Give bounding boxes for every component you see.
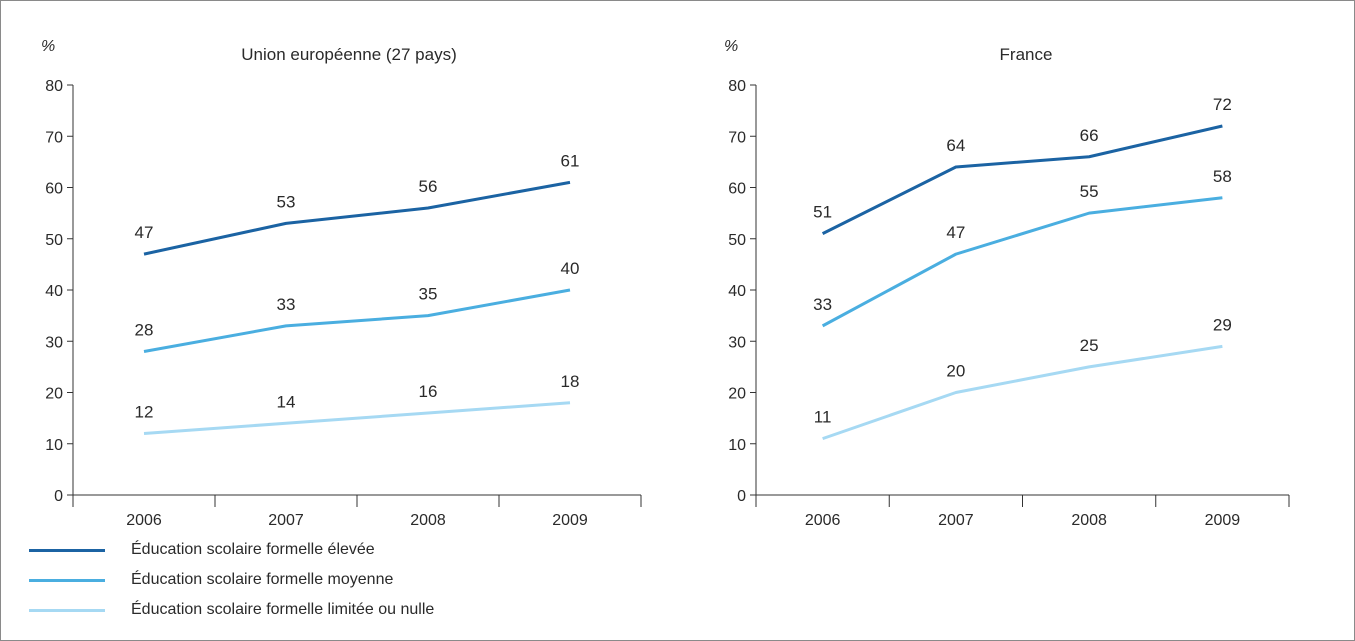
data-label: 20 — [946, 362, 965, 381]
y-tick-label: 70 — [45, 129, 63, 146]
series-line — [821, 196, 1223, 328]
x-tick-label: 2009 — [1205, 512, 1241, 529]
series-line — [143, 401, 571, 435]
y-tick-label: 20 — [728, 386, 746, 403]
series-line — [143, 180, 571, 256]
data-label: 29 — [1213, 315, 1232, 334]
data-label: 56 — [419, 177, 438, 196]
series-line — [821, 124, 1223, 235]
data-label: 14 — [277, 392, 296, 411]
y-tick-label: 30 — [45, 334, 63, 351]
series-line — [143, 288, 571, 353]
x-tick-label: 2007 — [268, 512, 304, 529]
y-tick-label: 30 — [728, 334, 746, 351]
y-unit-label: % — [724, 38, 738, 55]
legend-item-elevee: Éducation scolaire formelle élevée — [29, 539, 529, 561]
y-tick-label: 50 — [728, 232, 746, 249]
data-label: 35 — [419, 285, 438, 304]
legend-swatch-elevee — [29, 549, 105, 552]
y-unit-label: % — [41, 38, 55, 55]
data-label: 72 — [1213, 95, 1232, 114]
data-label: 12 — [135, 403, 154, 422]
x-tick-label: 2006 — [126, 512, 162, 529]
data-label: 28 — [135, 321, 154, 340]
legend-label-limitee: Éducation scolaire formelle limitée ou n… — [131, 601, 435, 618]
legend: Éducation scolaire formelle élevée Éduca… — [29, 539, 549, 639]
data-label: 16 — [419, 382, 438, 401]
legend-label-moyenne: Éducation scolaire formelle moyenne — [131, 571, 394, 588]
x-tick-label: 2009 — [552, 512, 588, 529]
x-tick-label: 2008 — [410, 512, 446, 529]
x-tick-label: 2008 — [1071, 512, 1107, 529]
data-label: 40 — [561, 259, 580, 278]
legend-swatch-moyenne — [29, 579, 105, 582]
y-tick-label: 10 — [45, 437, 63, 454]
data-label: 18 — [561, 372, 580, 391]
data-label: 55 — [1080, 182, 1099, 201]
series-line — [822, 344, 1223, 441]
y-tick-label: 20 — [45, 386, 63, 403]
y-tick-label: 10 — [728, 437, 746, 454]
y-tick-label: 50 — [45, 232, 63, 249]
y-tick-label: 0 — [737, 488, 746, 505]
x-tick-label: 2006 — [805, 512, 841, 529]
data-label: 66 — [1080, 126, 1099, 145]
x-tick-label: 2007 — [938, 512, 974, 529]
chart-france: % France 0 10 20 30 40 50 60 70 80 2006 2007 2008 2009… — [724, 38, 1290, 529]
data-label: 47 — [135, 223, 154, 242]
data-label: 64 — [946, 136, 965, 155]
data-label: 33 — [277, 295, 296, 314]
data-label: 51 — [813, 203, 832, 222]
data-label: 25 — [1080, 336, 1099, 355]
legend-item-moyenne: Éducation scolaire formelle moyenne — [29, 569, 529, 591]
legend-label-elevee: Éducation scolaire formelle élevée — [131, 541, 375, 558]
legend-item-limitee: Éducation scolaire formelle limitée ou n… — [29, 599, 529, 621]
chart-title: France — [1000, 45, 1053, 64]
y-tick-label: 0 — [54, 488, 63, 505]
data-label: 33 — [813, 295, 832, 314]
y-tick-label: 40 — [728, 283, 746, 300]
y-tick-label: 70 — [728, 129, 746, 146]
chart-title: Union européenne (27 pays) — [241, 45, 456, 64]
data-label: 58 — [1213, 167, 1232, 186]
y-tick-label: 80 — [728, 78, 746, 95]
legend-swatch-limitee — [29, 609, 105, 612]
data-label: 47 — [946, 223, 965, 242]
y-tick-label: 80 — [45, 78, 63, 95]
chart-union-europeenne: % Union européenne (27 pays) 0 10 20 30 40 50 60… — [41, 38, 642, 529]
data-label: 53 — [277, 192, 296, 211]
data-label: 11 — [814, 408, 832, 427]
y-tick-label: 40 — [45, 283, 63, 300]
y-tick-label: 60 — [45, 181, 63, 198]
data-label: 61 — [561, 151, 580, 170]
y-tick-label: 60 — [728, 181, 746, 198]
